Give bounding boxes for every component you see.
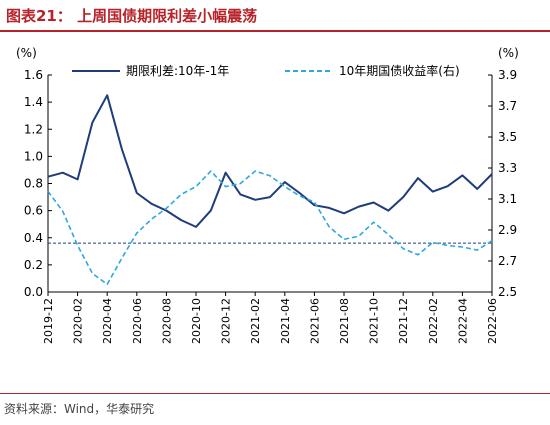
left-tick-label: 1.0	[24, 149, 43, 163]
x-tick-label: 2021-10	[368, 298, 381, 344]
left-tick-label: 0.6	[24, 204, 43, 218]
series-line-spread	[47, 94, 493, 228]
left-axis-unit: (%)	[16, 46, 37, 60]
right-tick-label: 2.7	[498, 254, 517, 268]
left-tick-label: 1.4	[24, 95, 43, 109]
right-tick-label: 3.5	[498, 130, 517, 144]
x-tick-label: 2020-04	[101, 298, 114, 344]
x-tick-label: 2022-04	[456, 298, 469, 344]
source-note: 资料来源：Wind，华泰研究	[4, 402, 155, 416]
x-tick-label: 2019-12	[42, 298, 55, 344]
right-tick-label: 3.9	[498, 68, 517, 82]
x-tick-label: 2022-02	[427, 298, 440, 344]
left-tick-label: 0.8	[24, 177, 43, 191]
x-tick-label: 2020-06	[131, 298, 144, 344]
left-tick-label: 0.4	[24, 231, 43, 245]
left-tick-label: 0.0	[24, 285, 43, 299]
left-tick-label: 1.2	[24, 122, 43, 136]
x-tick-label: 2020-08	[160, 298, 173, 344]
right-tick-label: 2.9	[498, 223, 517, 237]
right-tick-label: 3.3	[498, 161, 517, 175]
x-tick-label: 2022-06	[486, 298, 499, 344]
x-tick-label: 2020-12	[220, 298, 233, 344]
x-tick-label: 2021-12	[397, 298, 410, 344]
title-divider	[0, 30, 550, 32]
right-tick-label: 3.1	[498, 192, 517, 206]
left-tick-label: 0.2	[24, 258, 43, 272]
x-tick-label: 2021-02	[249, 298, 262, 344]
source-divider	[0, 393, 550, 394]
x-tick-label: 2021-08	[338, 298, 351, 344]
x-tick-label: 2020-02	[72, 298, 85, 344]
right-axis-unit: (%)	[498, 46, 519, 60]
legend-label-spread: 期限利差:10年-1年	[126, 64, 229, 78]
right-tick-label: 2.5	[498, 285, 517, 299]
x-tick-label: 2021-04	[279, 298, 292, 344]
right-tick-label: 3.7	[498, 99, 517, 113]
x-tick-label: 2020-10	[190, 298, 203, 344]
series-line-yield-10y	[47, 170, 493, 286]
x-tick-label: 2021-06	[308, 298, 321, 344]
figure-title: 图表21： 上周国债期限利差小幅震荡	[6, 7, 258, 25]
legend-label-yield: 10年期国债收益率(右)	[339, 63, 460, 78]
figure-title-bar: 图表21： 上周国债期限利差小幅震荡	[0, 0, 550, 30]
left-tick-label: 1.6	[24, 68, 43, 82]
